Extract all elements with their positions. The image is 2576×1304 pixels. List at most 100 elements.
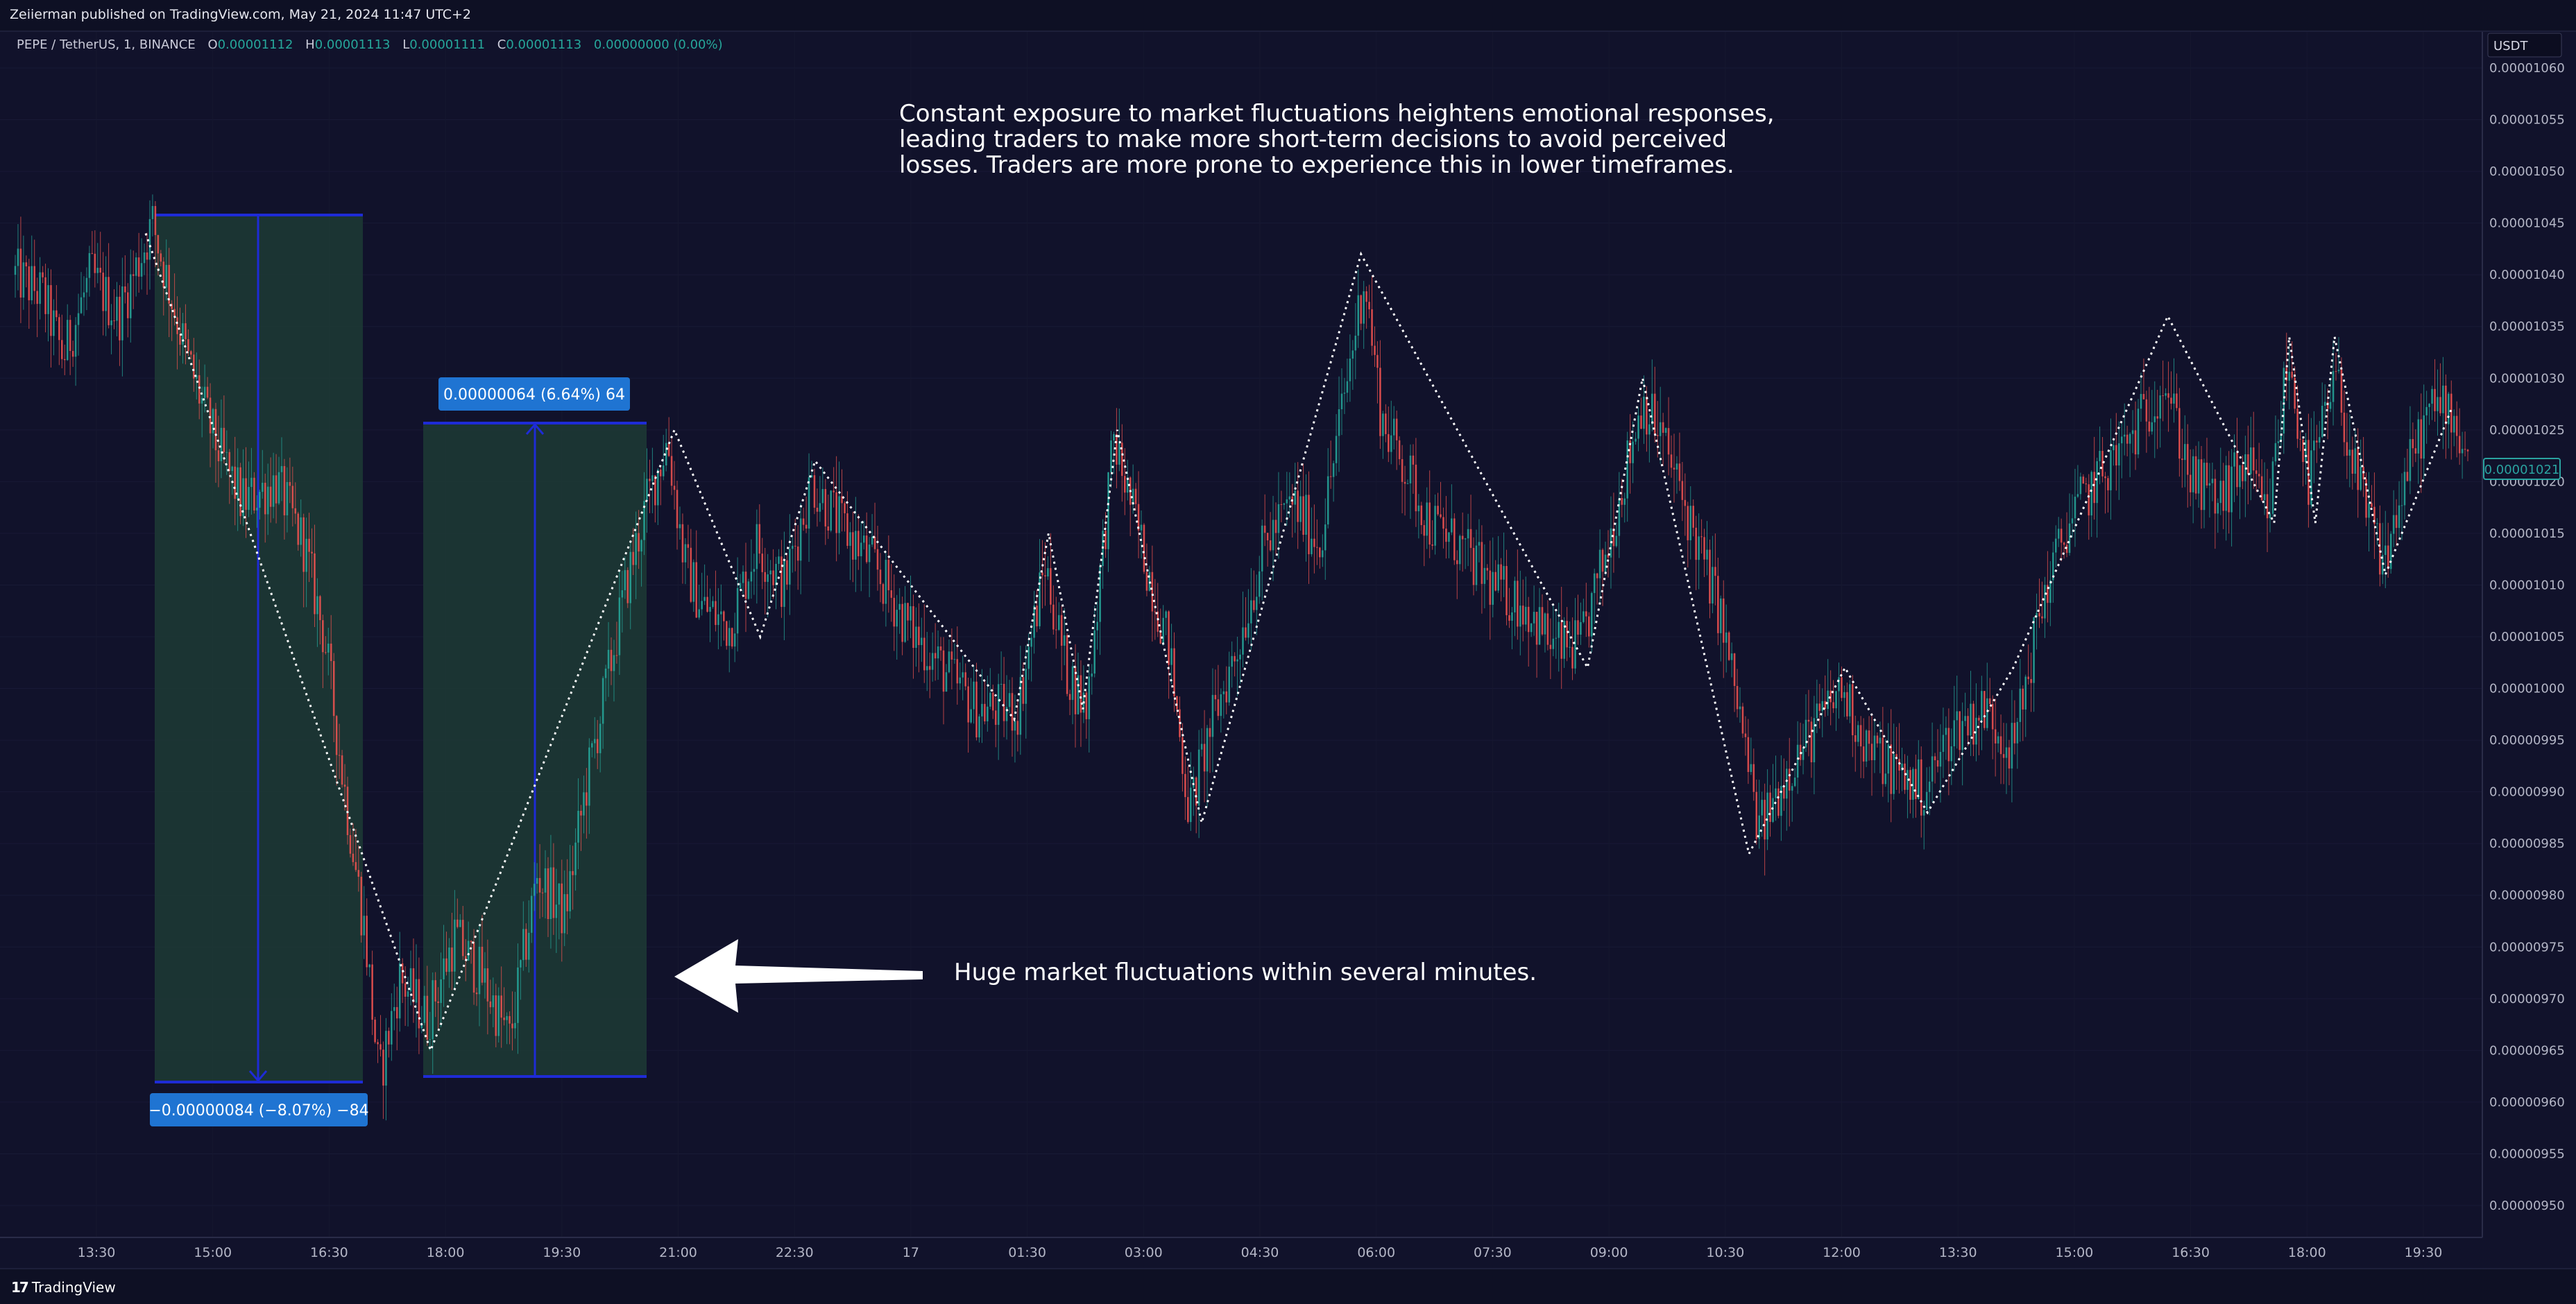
candle-body	[953, 659, 956, 660]
candle-body	[2090, 472, 2093, 516]
candle-body	[1964, 716, 1966, 721]
candle-body	[1335, 436, 1338, 463]
candle-body	[1659, 422, 1662, 436]
candle-body	[1132, 488, 1134, 505]
candle-body	[2104, 476, 2106, 479]
candle-body	[1838, 677, 1840, 692]
candle-body	[459, 920, 461, 927]
candle-body	[346, 787, 349, 835]
candle-body	[767, 574, 769, 582]
candle-body	[2140, 393, 2142, 409]
y-axis[interactable]: USDT 0.000009500.000009550.000009600.000…	[2482, 32, 2576, 1237]
candle-body	[1810, 721, 1813, 762]
candle-body	[1382, 413, 1384, 436]
candle-body	[102, 273, 104, 311]
candle-body	[2343, 412, 2346, 443]
x-tick-label: 15:00	[194, 1245, 232, 1260]
candle-body	[1733, 653, 1736, 686]
candle-body	[2170, 397, 2172, 404]
candle-body	[2340, 369, 2343, 413]
candle-body	[549, 867, 552, 919]
candle-body	[2296, 409, 2298, 439]
candle-body	[88, 252, 91, 278]
candle-body	[69, 320, 71, 351]
top-annotation[interactable]: Constant exposure to market fluctuations…	[899, 101, 1775, 178]
candle-body	[1904, 763, 1906, 790]
candle-body	[1060, 615, 1063, 646]
candle-body	[1283, 503, 1286, 505]
candle-body	[2008, 747, 2011, 769]
candle-body	[420, 1022, 423, 1029]
y-tick-label: 0.00001060	[2489, 61, 2565, 76]
y-tick-label: 0.00001050	[2489, 164, 2565, 179]
candle-body	[31, 266, 33, 300]
candle-body	[475, 992, 478, 995]
zigzag-line[interactable]	[144, 233, 2453, 1054]
candle-body	[1486, 567, 1489, 571]
candle-body	[28, 266, 31, 300]
candle-body	[921, 637, 923, 645]
range-drop-label[interactable]: −0.00000084 (−8.07%) −84	[148, 1093, 369, 1126]
candle-body	[781, 556, 783, 607]
candle-body	[1972, 703, 1974, 745]
candle-body	[1104, 531, 1107, 549]
x-tick-label: 21:00	[659, 1245, 697, 1260]
candle-body	[2085, 483, 2088, 485]
candle-body	[2258, 474, 2260, 477]
candle-body	[1901, 763, 1903, 771]
published-bar: Zeiierman published on TradingView.com, …	[0, 0, 2576, 32]
tradingview-logo[interactable]: 17 TradingView	[11, 1279, 116, 1296]
candle-body	[1813, 718, 1816, 762]
candle-body	[2461, 449, 2464, 454]
candle-body	[1945, 728, 1947, 735]
candle-body	[261, 483, 264, 492]
candle-body	[1670, 454, 1673, 468]
y-tick-label: 0.00001035	[2489, 320, 2565, 334]
candle-body	[1228, 667, 1231, 703]
candle-body	[2203, 463, 2206, 511]
candle-body	[1036, 606, 1038, 626]
arrow-annotation[interactable]: Huge market fluctuations within several …	[954, 959, 1537, 986]
candle-body	[2096, 461, 2098, 504]
legend-high-label: H	[305, 37, 315, 52]
x-axis[interactable]: 13:30 15:00 16:30 18:00 19:30 21:00 22:30 17 01:…	[0, 1237, 2482, 1260]
candle-body	[2368, 503, 2370, 518]
candle-body	[1008, 693, 1011, 707]
candle-body	[1879, 737, 1882, 744]
candle-body	[1777, 788, 1780, 816]
range-rise-box[interactable]	[423, 422, 647, 1078]
candle-body	[918, 626, 920, 645]
candle-body	[83, 292, 85, 298]
candle-body	[1612, 528, 1615, 547]
candle-body	[2329, 402, 2332, 409]
candle-body	[2065, 544, 2068, 554]
candle-body	[1110, 440, 1112, 472]
candle-body	[2308, 440, 2310, 505]
candle-body	[632, 551, 634, 565]
candle-body	[583, 792, 585, 816]
candle-body	[1538, 607, 1541, 645]
currency-box[interactable]	[2487, 33, 2562, 58]
candle-body	[517, 967, 519, 1023]
candle-body	[110, 320, 112, 325]
candle-body	[2165, 393, 2167, 396]
candle-body	[1159, 631, 1162, 644]
y-tick-label: 0.00000980	[2489, 889, 2565, 903]
plot-area[interactable]	[0, 32, 2482, 1237]
x-tick-label: 07:30	[1474, 1245, 1512, 1260]
candle-body	[1047, 568, 1049, 577]
candle-body	[148, 218, 151, 260]
candle-body	[2466, 449, 2469, 452]
candle-body	[1277, 504, 1280, 533]
candle-body	[393, 1006, 395, 1011]
candle-body	[599, 723, 602, 753]
candle-body	[2016, 721, 2019, 744]
candle-body	[308, 538, 310, 552]
range-rise-label[interactable]: 0.00000064 (6.64%) 64	[438, 377, 630, 411]
candle-body	[412, 968, 415, 1003]
candle-body	[2176, 393, 2178, 409]
candle-body	[1274, 520, 1277, 533]
candle-body	[1667, 428, 1670, 455]
candle-body	[569, 870, 571, 911]
